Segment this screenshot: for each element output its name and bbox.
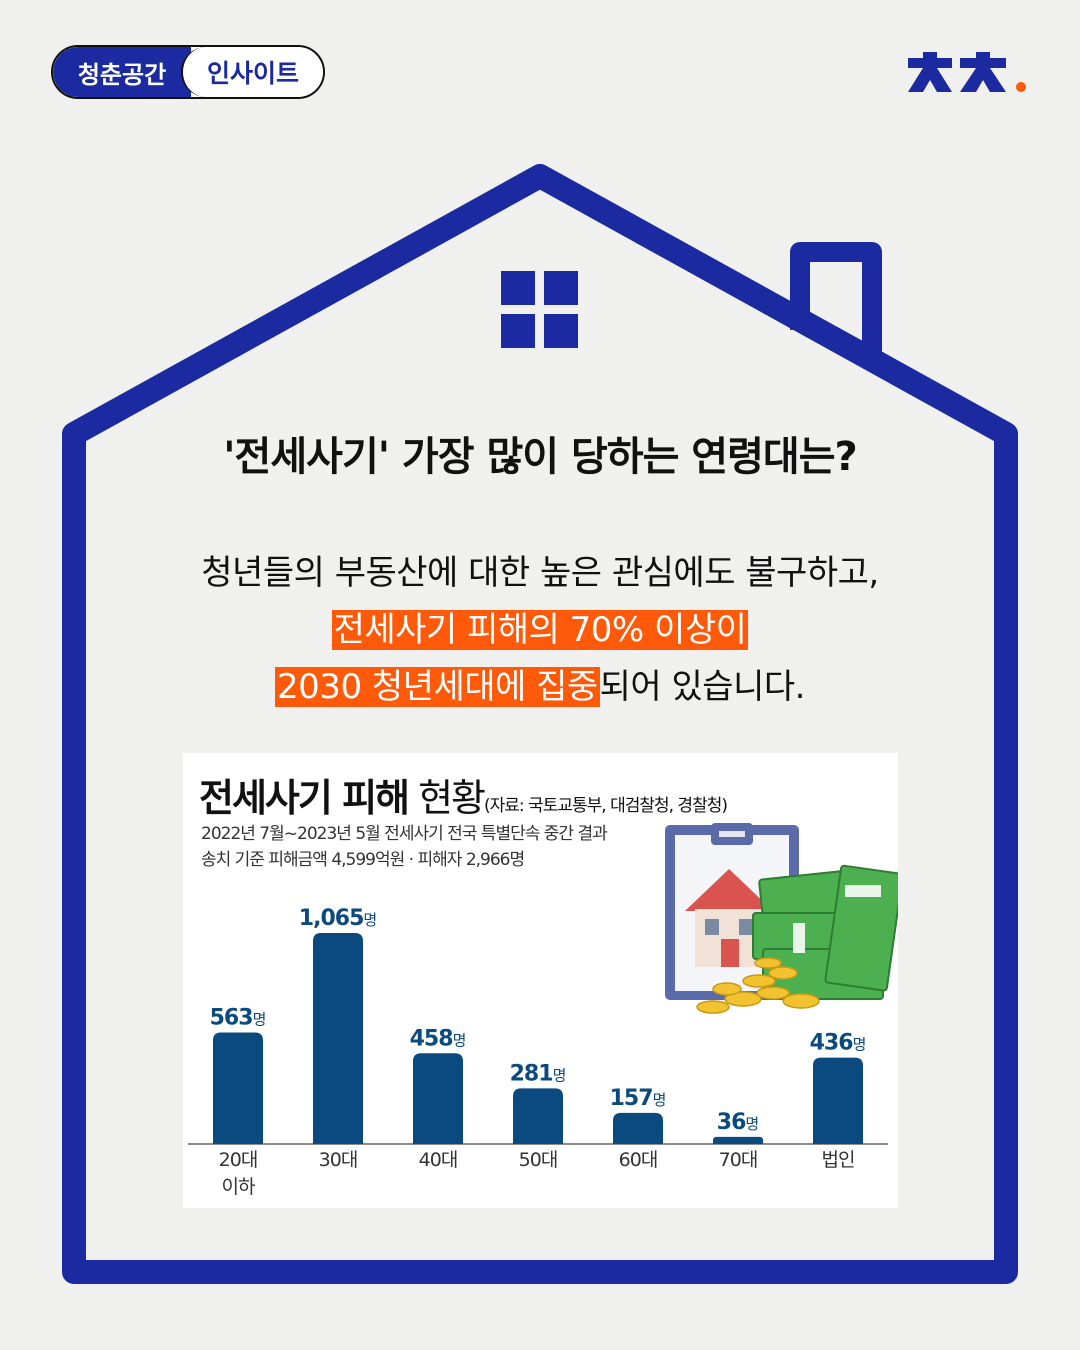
- bar-value-label-5: 36명: [717, 1110, 759, 1135]
- body-line-2-highlight: 전세사기 피해의 70% 이상이: [331, 610, 749, 650]
- chart-title-bold: 전세사기 피해: [199, 776, 410, 820]
- body-line-1: 청년들의 부동산에 대한 높은 관심에도 불구하고,: [201, 553, 879, 593]
- body-text: 청년들의 부동산에 대한 높은 관심에도 불구하고, 전세사기 피해의 70% …: [90, 545, 990, 716]
- bar-value-label-4: 157명: [610, 1086, 667, 1111]
- brand-logo-icon: [908, 52, 1026, 92]
- chart-subtitle-line-1: 2022년 7월~2023년 5월 전세사기 전국 특별단속 중간 결과: [201, 824, 608, 844]
- bar-value-label-1: 1,065명: [299, 906, 377, 931]
- category-tag: 청춘공간 인사이트: [51, 45, 325, 99]
- clipboard-money-illustration-icon: [665, 823, 898, 1014]
- bar-value-label-6: 436명: [810, 1031, 867, 1056]
- chart-source: (자료: 국토교통부, 대검찰청, 경찰청): [484, 796, 728, 816]
- bar-value-label-3: 281명: [510, 1061, 567, 1086]
- x-tick-label-0-1: 이하: [222, 1176, 255, 1198]
- x-tick-label-2: 40대: [419, 1149, 458, 1171]
- bar-6: [813, 1057, 863, 1144]
- bar-2: [413, 1053, 463, 1144]
- chart-subtitle: 2022년 7월~2023년 5월 전세사기 전국 특별단속 중간 결과 송치 …: [201, 821, 608, 873]
- chart-title: 전세사기 피해 현황(자료: 국토교통부, 대검찰청, 경찰청): [199, 767, 728, 822]
- tag-label-secondary: 인사이트: [181, 47, 323, 97]
- body-line-3-rest: 되어 있습니다.: [599, 667, 806, 707]
- tag-label-primary: 청춘공간: [53, 47, 191, 97]
- x-tick-label-5: 70대: [719, 1149, 758, 1171]
- window-icon: [501, 271, 578, 348]
- bar-value-label-2: 458명: [410, 1026, 467, 1051]
- bar-3: [513, 1088, 563, 1144]
- x-tick-label-1: 30대: [319, 1149, 358, 1171]
- x-tick-label-0-0: 20대: [219, 1149, 258, 1171]
- bar-4: [613, 1112, 663, 1144]
- chart-subtitle-line-2: 송치 기준 피해금액 4,599억원 · 피해자 2,966명: [201, 850, 525, 870]
- x-tick-label-4: 60대: [619, 1149, 658, 1171]
- bar-5: [713, 1136, 763, 1144]
- body-line-3-highlight: 2030 청년세대에 집중: [275, 667, 600, 707]
- bar-1: [313, 933, 363, 1144]
- bar-0: [213, 1032, 263, 1144]
- page-headline: '전세사기' 가장 많이 당하는 연령대는?: [223, 434, 857, 480]
- bar-value-label-0: 563명: [210, 1005, 267, 1030]
- x-tick-label-6: 법인: [822, 1149, 855, 1171]
- chart-card: 전세사기 피해 현황(자료: 국토교통부, 대검찰청, 경찰청) 2022년 7…: [183, 753, 898, 1208]
- chart-title-light: 현황: [418, 776, 486, 820]
- x-tick-label-3: 50대: [519, 1149, 558, 1171]
